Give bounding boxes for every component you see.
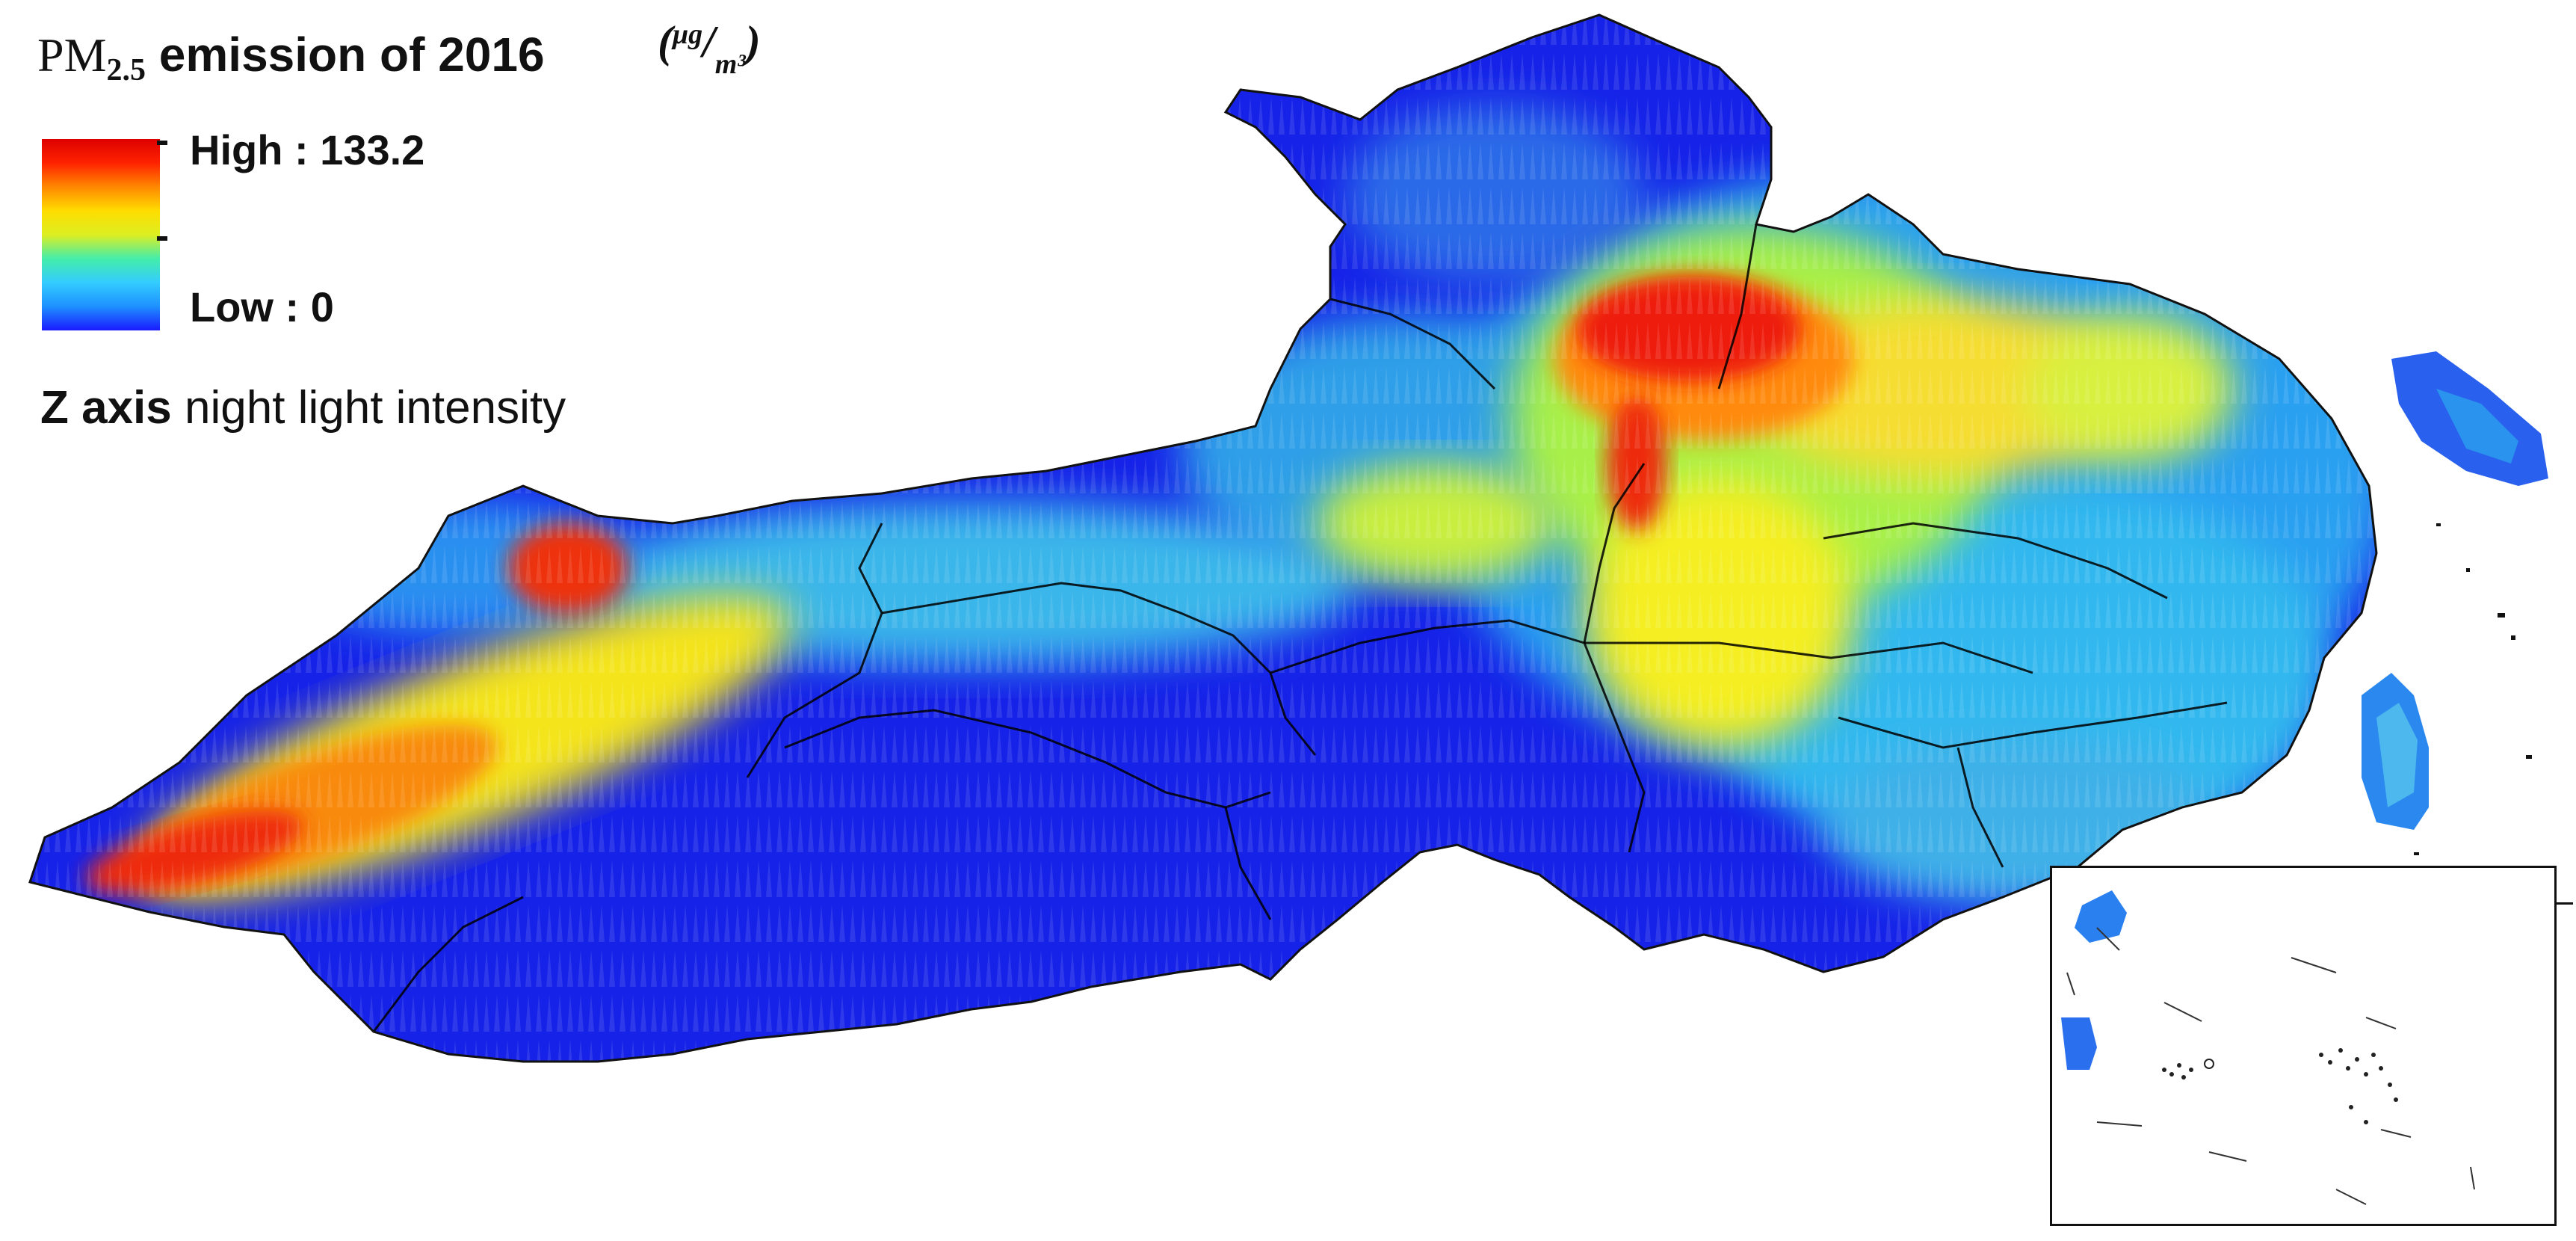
z-axis-text: night light intensity: [171, 382, 566, 434]
unit-numerator: μg: [672, 19, 703, 50]
east-coast-fragment: [2391, 351, 2548, 486]
pm-subscript: 2.5: [106, 53, 146, 87]
z-axis-bold: Z axis: [40, 382, 172, 434]
legend-tick-high: [157, 141, 167, 145]
legend-tick-mid: [157, 236, 167, 241]
title-text: emission of 2016: [158, 28, 545, 81]
color-legend-bar: [42, 139, 160, 330]
inset-map: [2050, 866, 2557, 1226]
inset-svg: [2061, 890, 2475, 1205]
pm-label: PM: [37, 28, 107, 81]
unit-denominator: m³: [714, 49, 746, 80]
legend-high-label: High : 133.2: [190, 126, 425, 173]
map-title: PM2.5 emission of 2016: [37, 27, 545, 88]
inset-connector: [2557, 902, 2573, 905]
legend-low-label: Low : 0: [190, 283, 334, 330]
unit-label: (μg/m³): [658, 17, 761, 80]
province-boundaries: [372, 224, 2228, 1032]
coastal-islands: [2414, 523, 2532, 855]
z-axis-note: Z axis night light intensity: [40, 381, 566, 434]
unit-slash: /: [702, 17, 715, 67]
taiwan-surface: [2362, 673, 2429, 830]
inset-islands: [2162, 1048, 2398, 1124]
